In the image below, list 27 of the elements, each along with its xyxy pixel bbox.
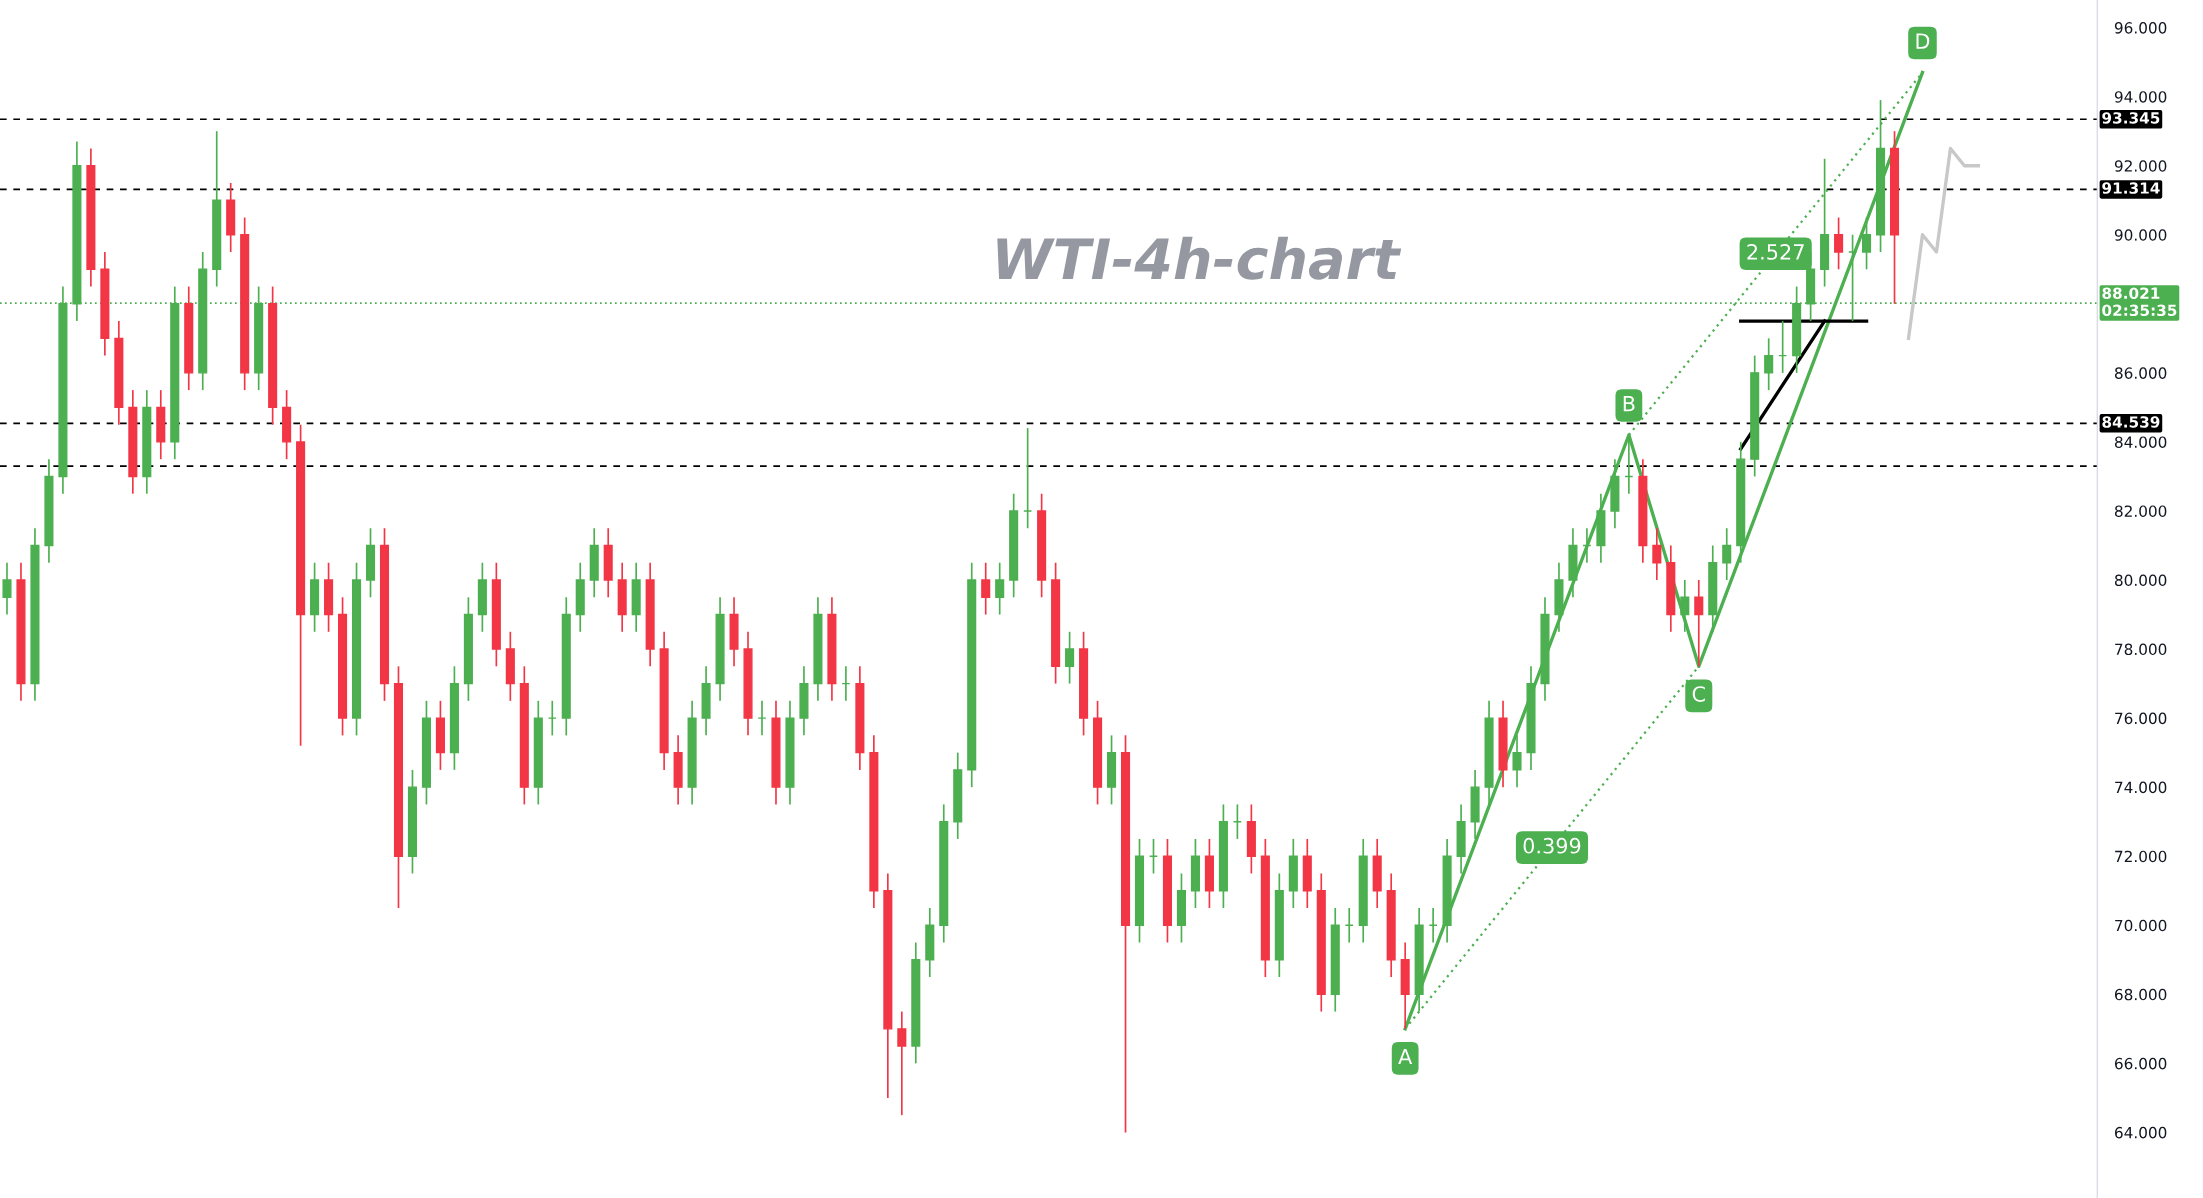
text: WTI-4h-chart: [997, 236, 1402, 280]
ref-line-label: 93.345: [2102, 112, 2160, 124]
y-tick-label: 74.000: [2115, 781, 2167, 794]
y-tick-label: 68.000: [2114, 988, 2167, 1001]
y-tick-label: 80.000: [2114, 574, 2167, 587]
y-tick-label: 90.000: [2114, 229, 2167, 241]
ref-line-label: 91.314: [2102, 182, 2160, 194]
y-tick-label: 66.000: [2114, 1057, 2167, 1070]
y-tick-label: 76.000: [2115, 712, 2167, 725]
data-label: C: [1692, 686, 1705, 702]
data-label: D: [1916, 33, 1930, 49]
y-tick-label: 94.000: [2114, 91, 2167, 103]
y-tick-label: 96.000: [2114, 22, 2167, 34]
y-tick-label: 92.000: [2114, 160, 2167, 172]
series-label: 0.399: [1523, 837, 1581, 854]
data-label: B: [1623, 396, 1635, 412]
y-tick-label: 70.000: [2115, 919, 2167, 932]
data-label: A: [1398, 1048, 1413, 1065]
y-tick-label: 72.000: [2115, 850, 2167, 863]
ref-line-label: 88.021 02:35:35: [2102, 287, 2177, 317]
y-tick-label: 84.000: [2114, 436, 2167, 448]
y-tick-label: 82.000: [2114, 505, 2167, 517]
series-label: 2.527: [1747, 244, 1804, 260]
ref-line-label: 84.539: [2102, 416, 2160, 428]
y-tick-label: 78.000: [2115, 643, 2167, 656]
y-tick-label: 86.000: [2114, 367, 2167, 379]
y-tick-label: 64.000: [2114, 1126, 2167, 1139]
